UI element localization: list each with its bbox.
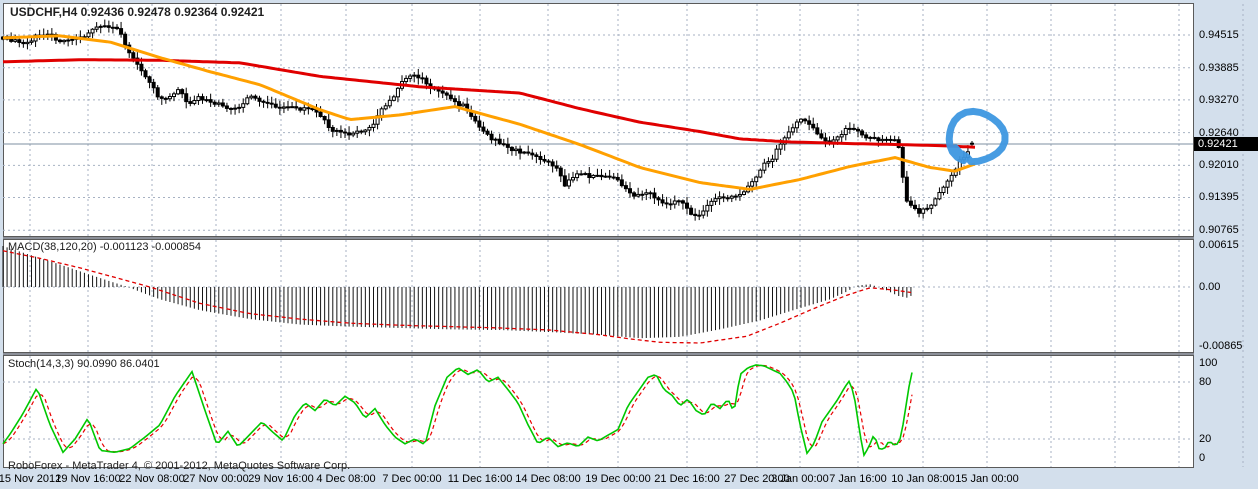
time-axis-label: 11 Dec 16:00 bbox=[447, 473, 513, 485]
time-axis-label: 27 Dec 20:00 bbox=[724, 473, 790, 485]
annotation-circle bbox=[945, 107, 1009, 166]
time-axis-label: 15 Jan 00:00 bbox=[955, 473, 1019, 485]
time-axis-label: 3 Jan 00:00 bbox=[771, 473, 829, 485]
stoch-axis-label: 80 bbox=[1199, 376, 1212, 388]
price-axis-label: 0.90765 bbox=[1199, 224, 1239, 237]
stoch-axis-label: 0 bbox=[1199, 452, 1206, 464]
time-axis-label: 15 Nov 2012 bbox=[0, 473, 62, 485]
macd-axis-label: 0.00615 bbox=[1199, 239, 1239, 251]
time-axis-label: 19 Dec 00:00 bbox=[585, 473, 651, 485]
price-axis-label: 0.93270 bbox=[1199, 93, 1239, 106]
time-axis-label: 29 Nov 16:00 bbox=[248, 473, 314, 485]
time-axis-label: 7 Jan 16:00 bbox=[829, 473, 887, 485]
panel-divider[interactable] bbox=[3, 353, 1194, 355]
time-axis-label: 21 Dec 16:00 bbox=[654, 473, 720, 485]
macd-axis-label: -0.00865 bbox=[1199, 340, 1243, 353]
price-axis-label: 0.91395 bbox=[1199, 191, 1239, 204]
price-axis-label: 0.93885 bbox=[1199, 61, 1239, 74]
time-axis-label: 14 Dec 08:00 bbox=[515, 473, 581, 485]
stoch-axis-label: 20 bbox=[1199, 433, 1212, 445]
time-axis-label: 4 Dec 08:00 bbox=[316, 473, 376, 485]
price-axis-label: 0.92640 bbox=[1199, 126, 1239, 139]
price-axis-label: 0.94515 bbox=[1199, 29, 1239, 41]
panel-divider[interactable] bbox=[3, 237, 1194, 239]
stochastic-indicator-panel[interactable] bbox=[3, 355, 1194, 468]
time-axis-label: 27 Nov 00:00 bbox=[183, 473, 249, 485]
current-price-tag: 0.92421 bbox=[1194, 137, 1258, 152]
price-axis-label: 0.92010 bbox=[1199, 159, 1239, 172]
stoch-axis-label: 100 bbox=[1199, 357, 1218, 369]
time-axis-label: 10 Jan 08:00 bbox=[891, 473, 955, 485]
time-axis-label: 22 Nov 08:00 bbox=[119, 473, 185, 485]
time-axis-label: 7 Dec 00:00 bbox=[382, 473, 442, 485]
macd-axis-label: 0.00 bbox=[1199, 281, 1221, 293]
time-axis-label: 19 Nov 16:00 bbox=[55, 473, 121, 485]
